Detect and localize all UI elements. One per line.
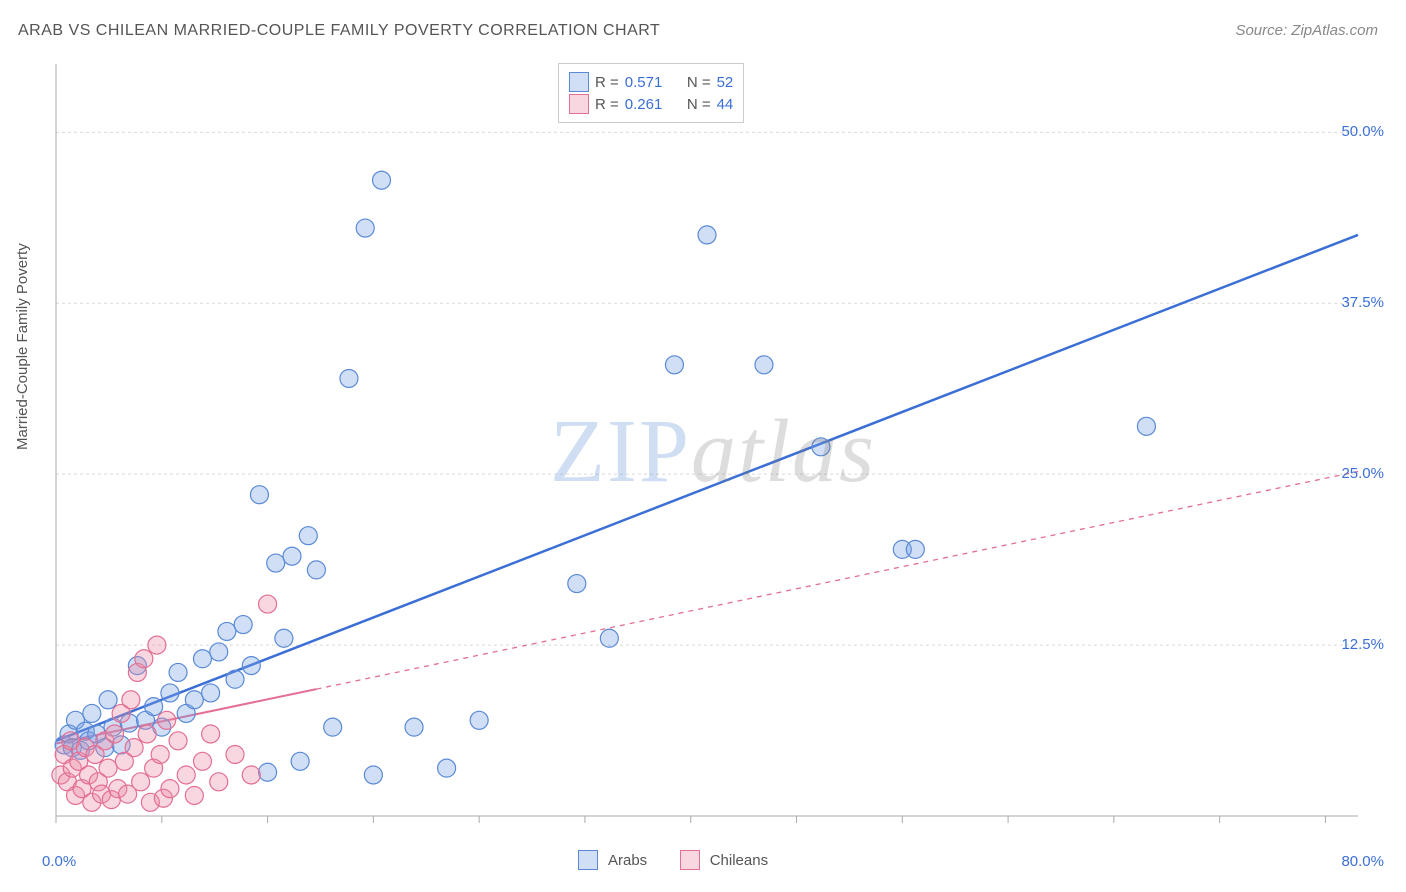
y-grid-label: 12.5% (1341, 636, 1384, 653)
plot-area: ZIPatlas R = 0.571 N = 52 R = 0.261 N = … (48, 56, 1378, 846)
correlation-legend: R = 0.571 N = 52 R = 0.261 N = 44 (558, 63, 744, 123)
chart-title: ARAB VS CHILEAN MARRIED-COUPLE FAMILY PO… (18, 22, 660, 40)
x-axis-max-label: 80.0% (1341, 853, 1384, 870)
y-axis-label: Married-Couple Family Poverty (14, 243, 31, 450)
legend-swatch (569, 94, 589, 114)
legend-row: R = 0.261 N = 44 (569, 94, 733, 114)
x-axis-min-label: 0.0% (42, 853, 76, 870)
chart-container: ARAB VS CHILEAN MARRIED-COUPLE FAMILY PO… (0, 0, 1406, 892)
source-label: Source: ZipAtlas.com (1235, 22, 1378, 39)
legend-swatch (578, 850, 598, 870)
legend-label: Arabs (608, 852, 647, 869)
legend-row: R = 0.571 N = 52 (569, 72, 733, 92)
legend-swatch (680, 850, 700, 870)
y-grid-label: 25.0% (1341, 465, 1384, 482)
series-legend: Arabs Chileans (578, 850, 791, 870)
legend-swatch (569, 72, 589, 92)
y-grid-label: 50.0% (1341, 123, 1384, 140)
y-grid-label: 37.5% (1341, 294, 1384, 311)
scatter-chart (48, 56, 1378, 846)
legend-label: Chileans (710, 852, 768, 869)
